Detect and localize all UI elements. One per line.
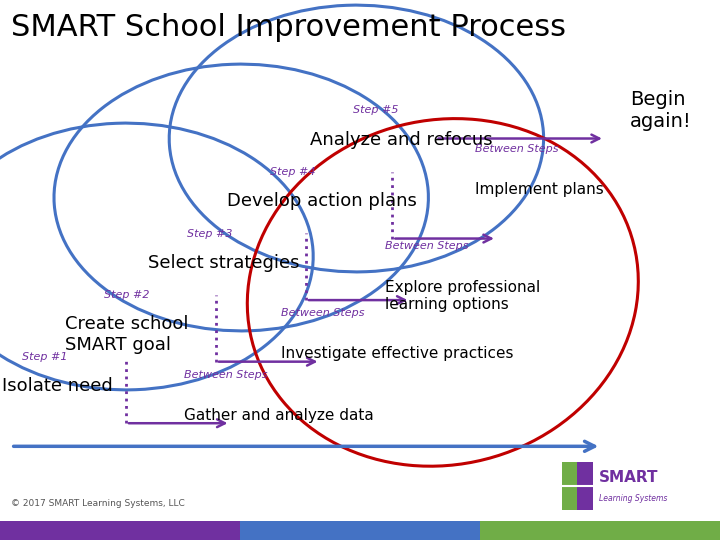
Bar — [480, 521, 720, 540]
Text: SMART School Improvement Process: SMART School Improvement Process — [11, 13, 566, 42]
Text: © 2017 SMART Learning Systems, LLC: © 2017 SMART Learning Systems, LLC — [11, 499, 184, 508]
Bar — [577, 462, 593, 486]
Text: Between Steps: Between Steps — [184, 369, 267, 380]
Bar — [562, 462, 593, 486]
Text: SMART: SMART — [599, 470, 659, 485]
Text: Implement plans: Implement plans — [475, 182, 604, 197]
Text: Develop action plans: Develop action plans — [227, 192, 417, 211]
Bar — [240, 521, 480, 540]
Text: Analyze and refocus: Analyze and refocus — [310, 131, 492, 149]
Text: Begin
again!: Begin again! — [630, 90, 692, 131]
Text: Select strategies: Select strategies — [148, 254, 299, 272]
Text: Step #2: Step #2 — [104, 290, 150, 300]
Text: Step #5: Step #5 — [353, 105, 398, 116]
Text: Create school
SMART goal: Create school SMART goal — [65, 315, 189, 354]
Text: Step #1: Step #1 — [22, 352, 67, 362]
Text: Investigate effective practices: Investigate effective practices — [281, 346, 513, 361]
Text: Between Steps: Between Steps — [281, 308, 364, 318]
Text: Learning Systems: Learning Systems — [599, 494, 667, 503]
Bar — [562, 486, 577, 510]
Text: Explore professional
learning options: Explore professional learning options — [385, 280, 541, 312]
Text: Gather and analyze data: Gather and analyze data — [184, 408, 374, 423]
Bar — [562, 486, 593, 510]
Text: Isolate need: Isolate need — [2, 377, 113, 395]
Text: Step #4: Step #4 — [270, 167, 315, 177]
Bar — [0, 521, 240, 540]
Text: Step #3: Step #3 — [187, 228, 233, 239]
Text: Between Steps: Between Steps — [475, 144, 559, 154]
Text: Between Steps: Between Steps — [385, 241, 469, 252]
